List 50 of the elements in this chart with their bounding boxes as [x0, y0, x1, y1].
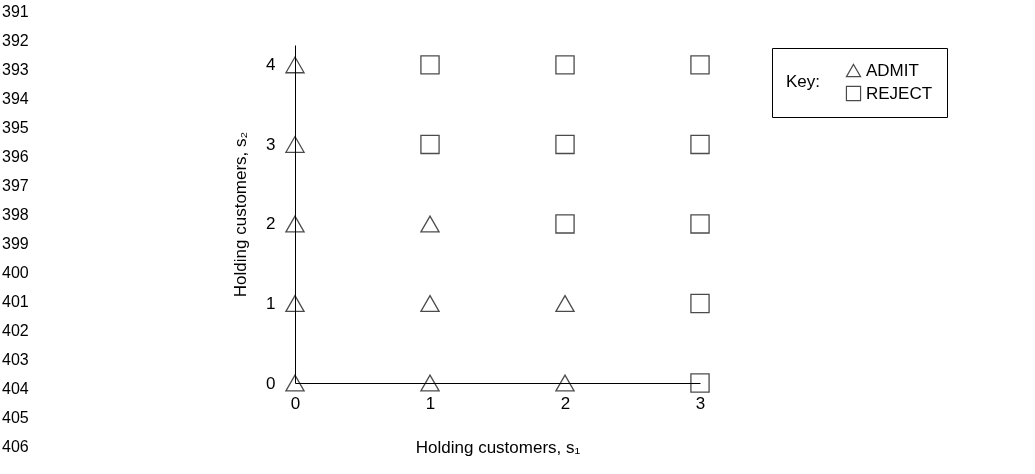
x-axis-title: Holding customers, s₁ [415, 437, 581, 457]
point [285, 135, 305, 153]
point [690, 214, 710, 234]
point [420, 294, 440, 312]
y-tick-label: 4 [266, 55, 276, 75]
y-axis-title: Holding customers, s₂ [231, 131, 251, 298]
point [555, 55, 575, 75]
text: 404 [2, 380, 29, 398]
point [285, 56, 305, 74]
x-tick-label: 2 [560, 393, 571, 413]
text: 406 [2, 438, 29, 456]
text: 397 [2, 177, 29, 195]
point [285, 215, 305, 233]
x-tick-label: 3 [695, 393, 706, 413]
text: 394 [2, 90, 29, 108]
point [555, 374, 575, 392]
point [690, 373, 710, 393]
text: 395 [2, 119, 29, 137]
y-tick-label: 0 [266, 373, 276, 393]
point [420, 134, 440, 155]
point [420, 55, 440, 75]
x-tick-label: 0 [290, 393, 301, 413]
y-tick-label: 1 [266, 293, 276, 313]
text: 402 [2, 322, 29, 340]
point [420, 374, 440, 392]
text: 398 [2, 206, 29, 224]
text: 400 [2, 264, 29, 282]
point [285, 294, 305, 312]
legend-label: ADMIT [866, 60, 919, 80]
text: 392 [2, 32, 29, 50]
legend-label: REJECT [866, 83, 933, 103]
text: 405 [2, 409, 29, 427]
point [555, 134, 575, 155]
point [285, 374, 305, 392]
text: 391 [2, 3, 29, 21]
text: 393 [2, 61, 29, 79]
y-tick-label: 3 [266, 134, 276, 154]
point [555, 294, 575, 312]
legend-title: Key: [786, 72, 821, 91]
x-tick-label: 1 [425, 393, 436, 413]
point [555, 214, 575, 234]
text: 403 [2, 351, 29, 369]
point [420, 215, 440, 233]
point [690, 293, 710, 314]
point [690, 134, 710, 155]
text: 399 [2, 235, 29, 253]
text: 396 [2, 148, 29, 166]
y-tick-label: 2 [266, 214, 276, 234]
text: 401 [2, 293, 29, 311]
point [690, 55, 710, 75]
